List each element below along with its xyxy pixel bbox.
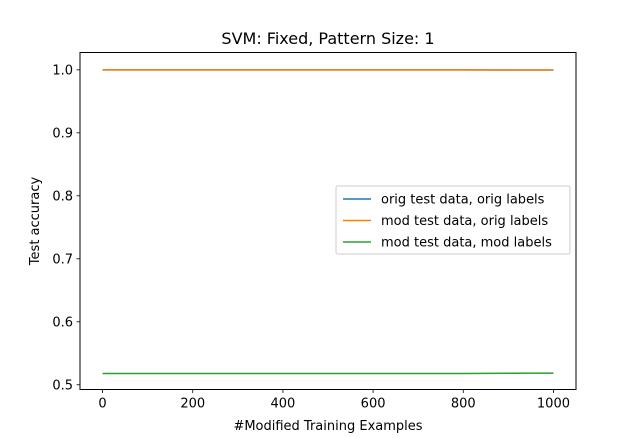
y-tick-label: 0.7 xyxy=(52,252,73,267)
legend-label-1: mod test data, orig labels xyxy=(381,214,548,229)
legend-box xyxy=(335,185,571,255)
chart-title: SVM: Fixed, Pattern Size: 1 xyxy=(221,29,434,48)
x-ticks: 0 200 400 600 800 1000 xyxy=(98,389,570,412)
y-axis-label: Test accuracy xyxy=(28,177,43,267)
y-tick-label: 0.6 xyxy=(52,315,73,330)
x-tick-label: 200 xyxy=(180,397,205,412)
x-tick-label: 1000 xyxy=(537,397,570,412)
y-tick-label: 0.8 xyxy=(52,189,73,204)
x-tick-label: 400 xyxy=(270,397,295,412)
y-tick-label: 1.0 xyxy=(52,63,73,78)
legend-label-2: mod test data, mod labels xyxy=(381,236,552,251)
plot-frame xyxy=(79,52,577,390)
y-tick-label: 0.9 xyxy=(52,126,73,141)
legend: orig test data, orig labels mod test data… xyxy=(335,185,571,255)
y-tick-label: 0.5 xyxy=(52,378,73,393)
x-axis-label: #Modified Training Examples xyxy=(233,419,422,434)
series-layer xyxy=(102,69,554,375)
x-tick-label: 600 xyxy=(361,397,386,412)
x-tick-label: 800 xyxy=(451,397,476,412)
x-tick-label: 0 xyxy=(98,397,106,412)
legend-label-0: orig test data, orig labels xyxy=(381,193,545,208)
legend-entries: orig test data, orig labels mod test data… xyxy=(343,193,552,251)
y-ticks: 0.5 0.6 0.7 0.8 0.9 1.0 xyxy=(52,63,80,393)
